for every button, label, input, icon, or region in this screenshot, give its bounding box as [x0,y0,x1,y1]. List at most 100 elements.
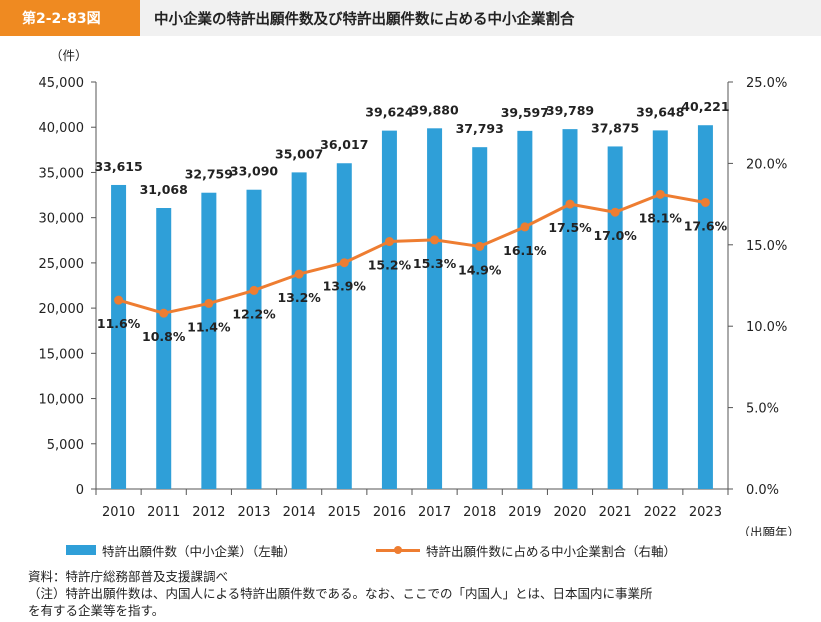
bar-data-label: 40,221 [681,99,729,114]
right-axis-tick-label: 15.0% [746,239,787,254]
ratio-point [384,237,394,247]
ratio-data-label: 14.9% [458,262,502,277]
right-axis-tick-label: 25.0% [746,76,787,91]
x-axis-tick-label: 2012 [192,505,225,520]
bar-data-label: 32,759 [185,167,233,182]
bar [291,172,307,489]
bar [111,184,127,489]
footnote-line-2: を有する企業等を指す。 [28,603,165,618]
ratio-point [114,295,124,305]
ratio-point [520,222,530,232]
bar-data-label: 39,789 [546,103,594,118]
x-axis-tick-label: 2021 [599,505,632,520]
bar [381,130,397,489]
x-axis-tick-label: 2014 [283,505,316,520]
x-axis-tick-label: 2019 [508,505,541,520]
bar [472,147,488,489]
bar [246,189,262,489]
left-axis-tick-label: 40,000 [39,121,85,136]
bar [517,130,533,489]
x-axis-tick-label: 2011 [147,505,180,520]
bar-data-label: 33,090 [230,164,279,179]
left-axis-unit-label: （件） [50,48,88,63]
ratio-data-label: 17.6% [684,218,728,233]
left-axis-tick-label: 5,000 [47,438,84,453]
ratio-data-label: 13.9% [323,279,367,294]
ratio-point [475,241,485,251]
ratio-point [610,207,620,217]
ratio-data-label: 11.6% [97,316,141,331]
figure-header: 第2-2-83図 中小企業の特許出願件数及び特許出願件数に占める中小企業割合 [0,0,821,36]
ratio-data-label: 18.1% [639,210,683,225]
left-axis-tick-label: 45,000 [39,76,85,91]
left-axis-tick-label: 35,000 [39,166,85,181]
ratio-point [249,285,259,295]
notes: 資料：特許庁総務部普及支援課調べ （注）特許出願件数は、内国人による特許出願件数… [28,568,808,619]
legend-bar-label: 特許出願件数（中小企業）（左軸） [102,543,296,559]
left-axis-tick-label: 10,000 [39,393,85,408]
bar-data-label: 39,624 [365,105,414,120]
ratio-data-label: 12.2% [232,306,276,321]
left-axis-tick-label: 20,000 [39,302,85,317]
ratio-point [159,308,169,318]
bar [427,128,443,489]
ratio-point [655,189,665,199]
bar-data-label: 37,793 [456,121,504,136]
legend-line-item: 特許出願件数に占める中小企業割合（右軸） [376,541,676,559]
right-axis-tick-label: 20.0% [746,157,787,172]
bar-data-label: 39,648 [636,104,684,119]
legend-line-swatch [376,544,420,556]
ratio-data-label: 10.8% [142,329,186,344]
ratio-data-label: 15.3% [413,256,457,271]
x-axis-tick-label: 2022 [644,505,677,520]
right-axis-tick-label: 0.0% [746,483,779,498]
x-axis-tick-label: 2015 [328,505,361,520]
bar-data-label: 35,007 [275,146,323,161]
footnote-line-1: （注）特許出願件数は、内国人による特許出願件数である。なお、ここでの「内国人」と… [28,586,653,601]
ratio-line [118,192,706,315]
x-axis-tick-label: 2016 [373,505,406,520]
x-axis-tick-label: 2010 [102,505,135,520]
ratio-data-label: 17.0% [593,228,637,243]
x-axis-tick-label: 2023 [689,505,722,520]
bar-data-label: 33,615 [94,159,142,174]
bar-data-label: 39,597 [501,105,549,120]
legend-line-label: 特許出願件数に占める中小企業割合（右軸） [426,543,677,559]
ratio-data-label: 11.4% [187,319,231,334]
bar [156,208,172,489]
x-axis-tick-label: 2013 [237,505,270,520]
left-axis-tick-label: 0 [76,483,84,498]
bar [652,130,668,489]
x-axis-tick-label: 2018 [463,505,496,520]
bar [562,129,578,489]
bar-data-label: 31,068 [140,182,188,197]
ratio-point [339,258,349,268]
ratio-data-label: 15.2% [368,258,412,273]
right-axis-tick-label: 10.0% [746,320,787,335]
bar-data-label: 37,875 [591,120,639,135]
source-note: 資料：特許庁総務部普及支援課調べ [28,569,229,584]
ratio-point [565,199,575,209]
ratio-data-label: 16.1% [503,243,547,258]
left-axis-tick-label: 25,000 [39,257,85,272]
legend-bar-swatch [66,545,96,555]
bar-data-label: 39,880 [410,102,459,117]
ratio-point [430,235,440,245]
left-axis-tick-label: 30,000 [39,212,85,227]
ratio-point [294,269,304,279]
figure-number: 第2-2-83図 [0,0,140,36]
bar-data-label: 36,017 [320,137,368,152]
ratio-data-label: 13.2% [277,290,321,305]
bar [697,125,713,490]
chart: 0 5,000 10,000 15,000 20,000 25,000 30,000 35,0… [39,48,801,536]
figure-title: 中小企業の特許出願件数及び特許出願件数に占める中小企業割合 [154,11,575,28]
ratio-point [700,197,710,207]
bar [607,146,623,490]
right-axis-tick-label: 5.0% [746,402,779,417]
legend-bar-item: 特許出願件数（中小企業）（左軸） [66,541,296,559]
ratio-point [204,298,214,308]
ratio-data-label: 17.5% [548,220,592,235]
bar [201,192,217,489]
x-axis-label: （出願年） [737,525,800,536]
x-axis-tick-label: 2017 [418,505,451,520]
